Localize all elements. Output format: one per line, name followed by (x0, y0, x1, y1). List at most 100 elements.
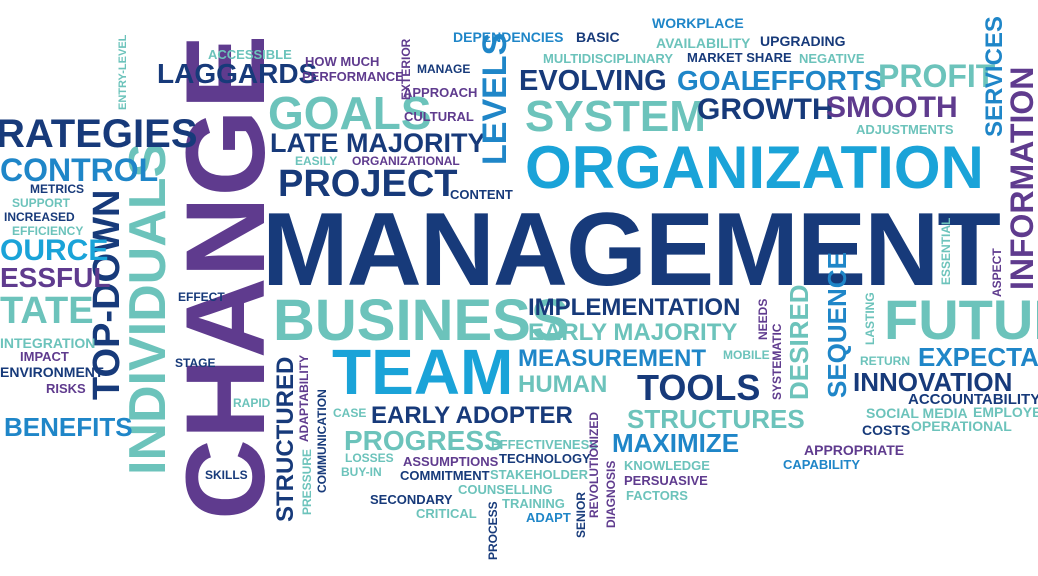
word-operational: OPERATIONAL (911, 418, 1012, 434)
word-futur: FUTUR (884, 288, 1038, 351)
word-systematic: SYSTEMATIC (770, 323, 784, 400)
word-sequence: SEQUENCE (822, 252, 852, 398)
word-persuasive: PERSUASIVE (624, 473, 708, 488)
word-team: TEAM (332, 336, 514, 408)
word-measurement: MEASUREMENT (518, 345, 707, 372)
word-case: CASE (333, 406, 367, 420)
word-easily: EASILY (295, 154, 338, 168)
word-efforts: EFFORTS (752, 65, 883, 96)
word-structured: STRUCTURED (272, 356, 299, 522)
word-performance: PERFORMANCE (302, 69, 404, 84)
word-senior: SENIOR (574, 491, 588, 538)
word-change: CHANGE (163, 34, 288, 520)
word-negative: NEGATIVE (799, 51, 865, 66)
word-evolving: EVOLVING (519, 65, 667, 97)
word-management: MANAGEMENT (262, 192, 1001, 308)
word-revolutionized: REVOLUTIONIZED (587, 411, 601, 518)
word-aspect: ASPECT (990, 248, 1004, 297)
word-content: CONTENT (450, 187, 513, 202)
word-integration: INTEGRATION (0, 335, 96, 351)
word-rapid: RAPID (233, 396, 271, 410)
word-secondary: SECONDARY (370, 492, 453, 507)
word-tools: TOOLS (637, 367, 761, 408)
word-impact: IMPACT (20, 349, 69, 364)
word-profit: PROFIT (878, 58, 996, 94)
word-social-media: SOCIAL MEDIA (866, 405, 968, 421)
word-mobile: MOBILE (723, 348, 770, 362)
word-essful: ESSFUL (0, 262, 111, 293)
word-essential: ESSENTIAL (939, 217, 953, 285)
word-return: RETURN (860, 354, 910, 368)
word-growth: GROWTH (697, 93, 834, 126)
word-diagnosis: DIAGNOSIS (604, 460, 618, 528)
word-training: TRAINING (502, 496, 565, 511)
word-knowledge: KNOWLEDGE (624, 458, 710, 473)
word-organizational: ORGANIZATIONAL (352, 154, 460, 168)
word-effect: EFFECT (178, 290, 225, 304)
word-project: PROJECT (278, 163, 458, 205)
word-basic: BASIC (576, 29, 620, 45)
word-appropriate: APPROPRIATE (804, 442, 905, 458)
word-laggards: LAGGARDS (157, 58, 318, 89)
word-capability: CAPABILITY (783, 457, 861, 472)
word-information: INFORMATION (1004, 66, 1038, 290)
word-desired: DESIRED (784, 284, 814, 400)
word-innovation: INNOVATION (853, 367, 1013, 397)
word-needs: NEEDS (756, 298, 770, 340)
word-goals: GOALS (268, 87, 432, 139)
word-entry-level: ENTRY-LEVEL (117, 34, 129, 110)
word-workplace: WORKPLACE (652, 15, 744, 31)
word-stakeholder: STAKEHOLDER (490, 467, 588, 482)
word-dependencies: DEPENDENCIES (453, 29, 564, 45)
word-environment: ENVIRONMENT (0, 364, 104, 380)
word-stage: STAGE (175, 356, 216, 370)
word-how-much: HOW MUCH (305, 54, 380, 69)
word-metrics: METRICS (30, 182, 84, 196)
word-approach: APPROACH (403, 85, 478, 100)
word-cultural: CULTURAL (404, 109, 474, 124)
word-levels: LEVELS (476, 32, 514, 165)
word-counselling: COUNSELLING (458, 482, 553, 497)
word-adjustments: ADJUSTMENTS (856, 122, 954, 137)
word-market-share: MARKET SHARE (687, 50, 792, 65)
word-business: BUSINESS (273, 288, 570, 353)
word-manage: MANAGE (417, 62, 471, 76)
word-goal: GOAL (677, 65, 758, 96)
word-support: SUPPORT (12, 196, 71, 210)
word-maximize: MAXIMIZE (612, 428, 740, 458)
word-technology: TECHNOLOGY (499, 451, 591, 466)
word-increased: INCREASED (4, 210, 75, 224)
word-skills: SKILLS (205, 468, 248, 482)
word-process: PROCESS (486, 501, 500, 560)
word-system: SYSTEM (525, 92, 706, 141)
word-accountability: ACCOUNTABILITY (908, 391, 1038, 408)
word-early-majority: EARLY MAJORITY (528, 319, 738, 346)
word-rategies: RATEGIES (0, 112, 198, 156)
word-risks: RISKS (46, 381, 86, 396)
word-communication: COMMUNICATION (315, 389, 329, 493)
word-benefits: BENEFITS (4, 412, 133, 442)
word-efficiency: EFFICIENCY (12, 224, 84, 238)
word-adapt: ADAPT (526, 510, 571, 525)
word-buy-in: BUY-IN (341, 465, 382, 479)
word-control: CONTROL (0, 152, 159, 188)
word-commitment: COMMITMENT (400, 468, 490, 483)
word-early-adopter: EARLY ADOPTER (371, 402, 573, 429)
word-lasting: LASTING (863, 292, 877, 345)
word-human: HUMAN (518, 371, 608, 398)
word-progress: PROGRESS (344, 425, 503, 456)
word-losses: LOSSES (345, 451, 394, 465)
word-ource: OURCE (0, 234, 109, 267)
word-factors: FACTORS (626, 488, 688, 503)
word-effectiveness: EFFECTIVENESS (491, 437, 598, 452)
word-structures: STRUCTURES (627, 404, 805, 434)
word-multidisciplinary: MULTIDISCIPLINARY (543, 51, 673, 66)
word-critical: CRITICAL (416, 506, 477, 521)
word-implementation: IMPLEMENTATION (528, 294, 741, 321)
word-adaptability: ADAPTABILITY (297, 354, 311, 442)
word-tate: TATE (0, 290, 94, 332)
word-costs: COSTS (862, 422, 911, 438)
word-employee: EMPLOYEE (973, 404, 1038, 420)
word-availability: AVAILABILITY (656, 35, 751, 51)
